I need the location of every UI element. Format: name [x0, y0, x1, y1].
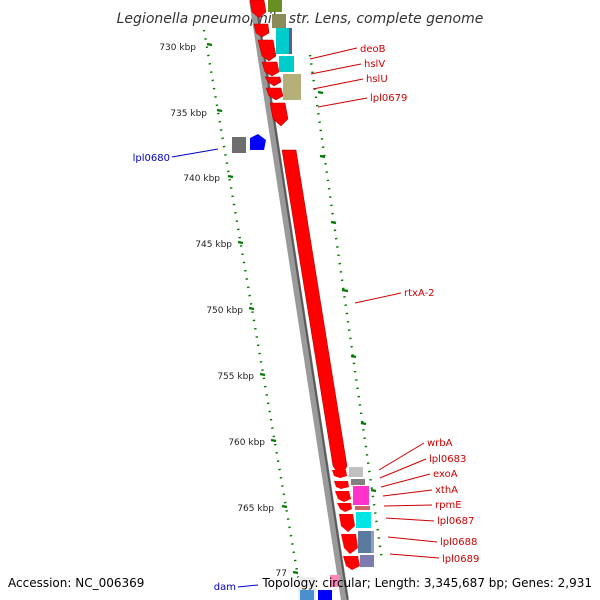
leader-line	[383, 504, 433, 507]
right-tick	[330, 220, 337, 225]
feature-box	[232, 137, 246, 153]
gene-arrow	[250, 134, 266, 150]
tick-label-760: 760 kbp	[228, 438, 265, 448]
gene-arrow	[339, 514, 355, 532]
gene-label-lpl0679[interactable]: lpl0679	[370, 93, 407, 104]
feature-box	[353, 486, 369, 505]
gene-arrow	[334, 481, 349, 489]
map-title: Legionella pneumophila str. Lens, comple…	[117, 11, 484, 27]
gene-arrow	[343, 556, 360, 570]
gene-arrow	[253, 23, 270, 38]
leader-line	[312, 78, 364, 90]
gene-label-lpl0687[interactable]: lpl0687	[437, 516, 474, 527]
right-tick-rail	[308, 54, 384, 561]
right-tick	[350, 354, 357, 359]
right-tick	[319, 154, 326, 159]
leader-line	[389, 553, 440, 559]
gene-label-dam[interactable]: dam	[214, 582, 236, 593]
feature-box	[318, 590, 332, 600]
right-tick	[341, 288, 349, 293]
tick-735	[216, 108, 223, 113]
tick-760	[270, 438, 277, 443]
tick-755	[259, 372, 266, 377]
gene-label-xthA[interactable]: xthA	[435, 485, 458, 496]
leader-line	[379, 458, 427, 479]
tick-730	[206, 42, 213, 47]
tick-label-750: 750 kbp	[206, 306, 243, 316]
gene-label-lpl0688[interactable]: lpl0688	[440, 537, 477, 548]
gene-arrow	[261, 61, 280, 77]
leader-line	[382, 489, 433, 497]
gene-label-lpl0683[interactable]: lpl0683	[429, 454, 466, 465]
feature-box	[360, 555, 374, 567]
feature-box	[283, 74, 301, 100]
tick-750	[248, 306, 255, 311]
tick-740	[227, 174, 234, 179]
feature-box	[289, 28, 292, 54]
gene-arrow	[249, 0, 267, 19]
feature-box	[272, 14, 286, 28]
gene-label-hslU[interactable]: hslU	[366, 74, 388, 85]
gene-arrow	[264, 76, 282, 87]
leader-line	[387, 536, 438, 543]
leader-line	[309, 47, 358, 60]
feature-box	[349, 467, 363, 477]
gene-label-rtxA-2[interactable]: rtxA-2	[404, 288, 435, 299]
leader-line	[354, 292, 402, 304]
gene-label-deoB[interactable]: deoB	[360, 44, 386, 55]
leader-line	[317, 97, 368, 108]
gene-label-lpl0689[interactable]: lpl0689	[442, 554, 479, 565]
right-tick	[360, 421, 367, 426]
gene-arrow	[257, 39, 277, 62]
genome-backbone	[249, 0, 349, 600]
feature-box	[351, 479, 365, 485]
gene-rtxA-2	[281, 149, 348, 479]
gene-label-hslV[interactable]: hslV	[364, 59, 385, 70]
tick-label-745: 745 kbp	[195, 240, 232, 250]
gene-arrow	[337, 503, 352, 512]
leader-line	[310, 63, 362, 75]
leader-line	[378, 442, 425, 471]
gene-label-lpl0680[interactable]: lpl0680	[133, 153, 170, 164]
genome-backbone-edge	[254, 0, 349, 600]
feature-box	[371, 531, 374, 553]
leader-line	[380, 473, 431, 488]
leader-line	[171, 148, 219, 158]
feature-box	[268, 0, 282, 12]
leader-line	[385, 517, 435, 522]
feature-box	[358, 531, 372, 553]
tick-765	[281, 504, 288, 509]
gene-label-rpmE[interactable]: rpmE	[435, 500, 462, 511]
tick-label-740: 740 kbp	[183, 174, 220, 184]
feature-box	[330, 575, 340, 587]
feature-box	[355, 506, 370, 510]
tick-770	[292, 570, 299, 575]
gene-label-exoA[interactable]: exoA	[433, 469, 458, 480]
accession-text: Accession: NC_006369	[8, 576, 144, 590]
gene-arrow	[332, 470, 347, 478]
tick-label-770: 77	[276, 569, 287, 579]
tick-label-755: 755 kbp	[217, 372, 254, 382]
feature-box	[300, 590, 314, 600]
gene-arrow	[269, 102, 289, 127]
feature-box	[356, 512, 371, 528]
gene-arrow	[265, 87, 284, 101]
right-tick	[370, 488, 377, 493]
tick-745	[237, 240, 244, 245]
leader-line	[237, 584, 259, 588]
gene-label-wrbA[interactable]: wrbA	[427, 438, 453, 449]
right-tick	[317, 90, 324, 95]
gene-arrow	[335, 491, 351, 502]
tick-label-730: 730 kbp	[159, 43, 196, 53]
tick-label-735: 735 kbp	[170, 109, 207, 119]
tick-label-765: 765 kbp	[237, 504, 274, 514]
feature-box	[276, 28, 290, 54]
feature-box	[279, 56, 294, 72]
gene-arrow	[341, 534, 358, 554]
topology-text: Topology: circular; Length: 3,345,687 bp…	[261, 576, 592, 590]
